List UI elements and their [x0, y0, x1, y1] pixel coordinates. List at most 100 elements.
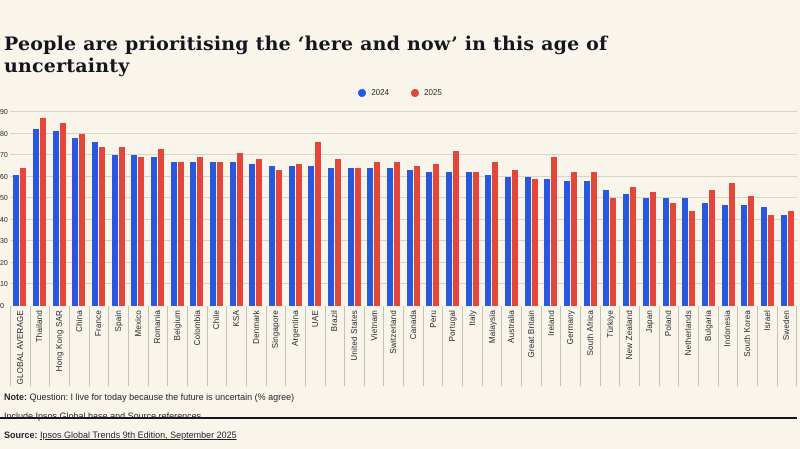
bar-pair — [446, 112, 460, 306]
bar-2025 — [276, 170, 283, 306]
source-link[interactable]: Ipsos Global Trends 9th Edition, Septemb… — [40, 430, 237, 440]
x-axis-label: Peru — [428, 310, 438, 328]
gridline-60 — [10, 175, 797, 177]
x-label-cell: Canada — [403, 306, 423, 386]
gridline-90 — [10, 111, 797, 112]
bar-2025 — [177, 161, 184, 306]
bar-pair — [190, 112, 204, 306]
bar-pair — [780, 112, 794, 306]
bar-pair — [603, 112, 617, 306]
bar-2024 — [485, 174, 492, 306]
bar-pair — [72, 112, 86, 306]
legend-dot-2024-icon — [358, 88, 367, 97]
bar-2025 — [118, 146, 125, 306]
legend-label-2025: 2025 — [424, 88, 442, 97]
bar-group-malaysia — [482, 112, 502, 306]
bar-group-spain — [108, 112, 128, 306]
x-axis-label: Canada — [408, 310, 418, 340]
bar-pair — [92, 112, 106, 306]
bar-2024 — [367, 168, 374, 306]
bar-group-netherlands — [679, 112, 699, 306]
bar-2024 — [505, 176, 512, 306]
x-label-cell: Brazil — [324, 306, 345, 386]
bar-group-argentina — [285, 112, 305, 306]
x-label-cell: Argentina — [285, 306, 305, 386]
x-label-cell: Indonesia — [717, 306, 738, 386]
bar-2025 — [158, 148, 165, 306]
y-tick-label-90: 90 — [0, 109, 8, 116]
bar-2024 — [190, 161, 197, 306]
bar-group-australia — [502, 112, 522, 306]
bar-2025 — [472, 172, 479, 306]
bar-2025 — [354, 168, 361, 306]
bar-pair — [485, 112, 499, 306]
bar-pair — [387, 112, 401, 306]
bar-group-israel — [758, 112, 778, 306]
bar-2025 — [295, 163, 302, 306]
bar-pair — [544, 112, 558, 306]
x-label-cell: South Korea — [737, 306, 757, 386]
bar-2024 — [92, 142, 99, 306]
bar-2025 — [590, 172, 597, 306]
bar-group-italy — [462, 112, 482, 306]
bar-2024 — [682, 198, 689, 306]
x-axis-label: United States — [349, 310, 359, 361]
bar-2024 — [662, 198, 669, 306]
bar-2025 — [335, 159, 342, 306]
x-label-cell: Malaysia — [481, 306, 502, 386]
x-axis-label: Bulgaria — [703, 310, 713, 341]
bar-pair — [210, 112, 224, 306]
y-tick-label-20: 20 — [0, 259, 8, 267]
bar-group-romania — [148, 112, 168, 306]
legend: 2024 2025 — [0, 88, 800, 97]
x-axis-label: South Korea — [743, 310, 753, 357]
x-axis-label: Japan — [644, 310, 654, 333]
bar-group-china — [69, 112, 89, 306]
x-axis-label: Indonesia — [723, 310, 733, 347]
bar-group-brazil — [325, 112, 345, 306]
bar-2024 — [446, 172, 453, 306]
x-axis-label: Germany — [566, 310, 576, 345]
x-label-cell: Italy — [462, 306, 482, 386]
y-tick-label-40: 40 — [0, 216, 8, 224]
bar-pair — [347, 112, 361, 306]
y-tick-label-60: 60 — [0, 173, 8, 181]
x-label-cell: Japan — [639, 306, 659, 386]
x-label-cell: GLOBAL AVERAGE — [10, 306, 30, 386]
bar-2024 — [406, 170, 413, 306]
bar-2025 — [138, 157, 145, 306]
bar-2024 — [721, 204, 728, 306]
bar-pair — [367, 112, 381, 306]
x-label-cell: Hong Kong SAR — [49, 306, 69, 386]
x-axis-label: Poland — [664, 310, 674, 337]
x-axis-label: Ireland — [546, 310, 556, 336]
bar-group-ksa — [226, 112, 246, 306]
bar-pair — [111, 112, 125, 306]
y-tick-label-30: 30 — [0, 238, 8, 246]
legend-label-2024: 2024 — [371, 88, 389, 97]
bar-2024 — [583, 180, 590, 306]
bar-pair — [721, 112, 735, 306]
bar-2024 — [13, 174, 20, 306]
bar-pair — [505, 112, 519, 306]
bar-group-uae — [305, 112, 325, 306]
x-axis-label: Argentina — [291, 310, 301, 347]
bar-pair — [328, 112, 342, 306]
bar-2024 — [544, 178, 551, 306]
gridline-10 — [10, 283, 797, 285]
x-axis-label: Denmark — [251, 310, 261, 344]
bar-2025 — [689, 211, 696, 306]
bar-pair — [760, 112, 774, 306]
x-label-cell: Bulgaria — [697, 306, 718, 386]
bar-2025 — [728, 183, 735, 306]
x-axis-label: Colombia — [192, 310, 202, 346]
x-label-cell: Mexico — [127, 306, 148, 386]
y-tick-label-80: 80 — [0, 130, 8, 138]
bar-pair — [406, 112, 420, 306]
bar-group-ireland — [541, 112, 561, 306]
bar-2025 — [610, 198, 617, 306]
x-label-cell: Great Britain — [521, 306, 541, 386]
x-axis-label: Thailand — [35, 310, 45, 343]
x-axis-labels: GLOBAL AVERAGE Thailand Hong Kong SAR China… — [10, 306, 797, 386]
x-label-cell: Türkiye — [599, 306, 620, 386]
